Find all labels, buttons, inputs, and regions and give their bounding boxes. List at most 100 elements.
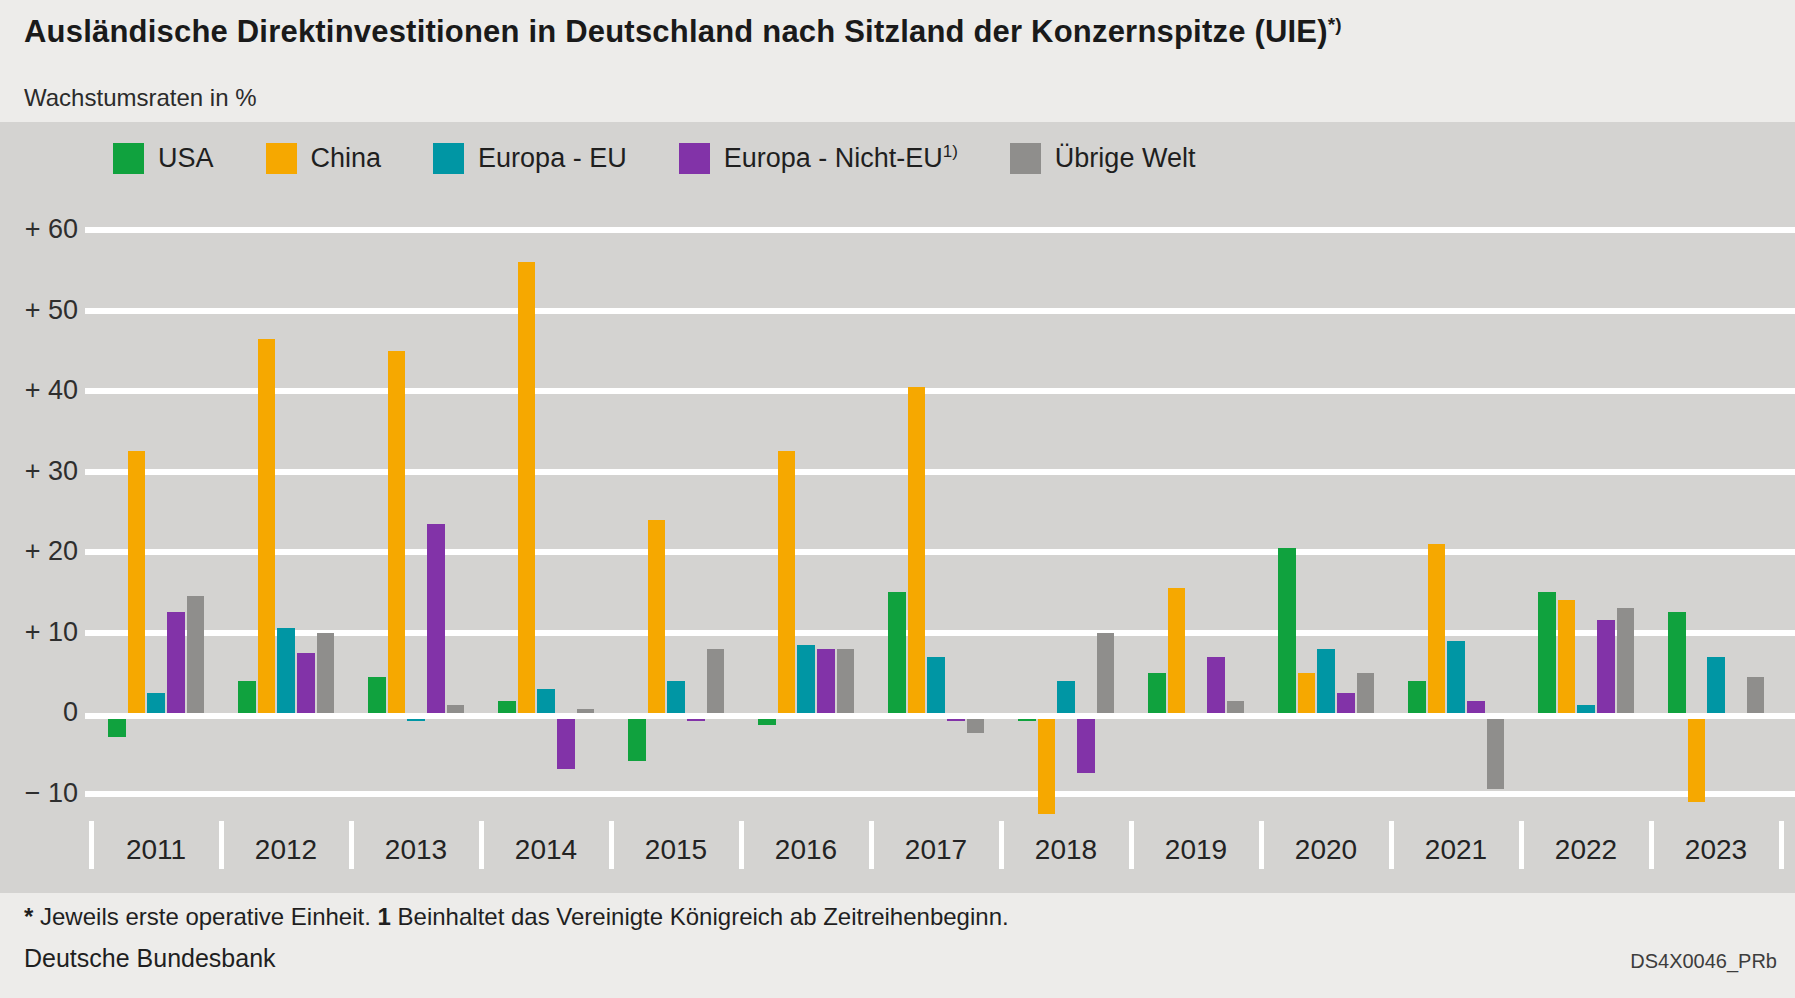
x-axis-label-2014: 2014 [481,834,611,866]
bar--brige-welt-2022 [1617,608,1635,713]
bar-europa-eu-2011 [147,693,165,713]
bar-usa-2019 [1148,673,1166,713]
x-axis-label-2022: 2022 [1521,834,1651,866]
bar-china-2011 [128,451,146,713]
bar-china-2018 [1038,713,1056,814]
y-axis-label-30: + 30 [0,456,78,487]
chart-id-code: DS4X0046_PRb [1630,950,1777,973]
bar-europa-nicht-eu-2019 [1207,657,1225,713]
bar-china-2012 [258,339,276,713]
x-axis-label-2023: 2023 [1651,834,1781,866]
gridline-20 [85,549,1795,555]
bar-europa-eu-2017 [927,657,945,713]
chart-subtitle-unit: Wachstumsraten in % [24,84,257,112]
legend-swatch [679,143,710,174]
legend-item--brige-welt: Übrige Welt [1010,143,1196,174]
legend-swatch [113,143,144,174]
y-axis-label-20: + 20 [0,536,78,567]
bar-europa-nicht-eu-2020 [1337,693,1355,713]
legend: USA China Europa - EU Europa - Nicht-EU1) Üb… [113,142,1195,174]
bar-europa-nicht-eu-2018 [1077,713,1095,773]
gridline-60 [85,227,1795,233]
legend-label: USA [158,143,214,174]
bar-china-2017 [908,387,926,713]
zero-axis-line [85,713,1795,719]
legend-label: Europa - EU [478,143,627,174]
x-axis-label-2011: 2011 [91,834,221,866]
x-axis-label-2013: 2013 [351,834,481,866]
bar-europa-eu-2012 [277,628,295,713]
bar-europa-nicht-eu-2013 [427,524,445,713]
bar--brige-welt-2013 [447,705,465,713]
y-axis-label-10: + 10 [0,617,78,648]
x-axis-label-2017: 2017 [871,834,1001,866]
legend-footnote-marker: 1) [943,142,958,161]
bar--brige-welt-2016 [837,649,855,713]
legend-swatch [266,143,297,174]
bar-europa-eu-2021 [1447,641,1465,713]
x-axis-label-2021: 2021 [1391,834,1521,866]
bar--brige-welt-2021 [1487,713,1505,789]
x-axis-label-2016: 2016 [741,834,871,866]
bar-china-2023 [1688,713,1706,802]
bar-europa-nicht-eu-2021 [1467,701,1485,713]
bar-europa-nicht-eu-2012 [297,653,315,713]
plot-area: USA China Europa - EU Europa - Nicht-EU1) Üb… [0,122,1795,893]
x-axis-label-2019: 2019 [1131,834,1261,866]
bar-europa-eu-2014 [537,689,555,713]
x-axis-label-2018: 2018 [1001,834,1131,866]
gridline-30 [85,469,1795,475]
bar-china-2016 [778,451,796,713]
gridline--10 [85,791,1795,797]
bar-usa-2015 [628,713,646,761]
legend-label: Europa - Nicht-EU1) [724,142,958,174]
chart-title: Ausländische Direktinvestitionen in Deut… [24,14,1764,50]
legend-item-china: China [266,143,382,174]
bar-china-2019 [1168,588,1186,713]
bar-china-2014 [518,262,536,713]
legend-item-europa-eu: Europa - EU [433,143,627,174]
bar-usa-2013 [368,677,386,713]
bar-usa-2017 [888,592,906,713]
bar-china-2020 [1298,673,1316,713]
footnote: * Jeweils erste operative Einheit. 1 Bei… [24,903,1009,931]
bar-europa-nicht-eu-2022 [1597,620,1615,713]
bar-china-2022 [1558,600,1576,713]
x-axis-label-2012: 2012 [221,834,351,866]
x-axis-label-2015: 2015 [611,834,741,866]
bar-europa-nicht-eu-2011 [167,612,185,713]
legend-item-usa: USA [113,143,214,174]
bar-europa-nicht-eu-2014 [557,713,575,769]
bar-europa-eu-2023 [1707,657,1725,713]
legend-label: Übrige Welt [1055,143,1196,174]
title-footnote-marker: *) [1328,14,1342,35]
y-axis-label-0: 0 [0,697,78,728]
y-axis-label-60: + 60 [0,214,78,245]
legend-label: China [311,143,382,174]
bar--brige-welt-2012 [317,633,335,714]
bar--brige-welt-2011 [187,596,205,713]
x-axis-label-2020: 2020 [1261,834,1391,866]
bar-usa-2012 [238,681,256,713]
bar-europa-eu-2018 [1057,681,1075,713]
legend-item-europa-nicht-eu: Europa - Nicht-EU1) [679,142,958,174]
bar-europa-eu-2022 [1577,705,1595,713]
legend-swatch [1010,143,1041,174]
y-axis-label-50: + 50 [0,295,78,326]
bar-europa-eu-2020 [1317,649,1335,713]
source-label: Deutsche Bundesbank [24,944,276,973]
gridline-40 [85,388,1795,394]
bar--brige-welt-2020 [1357,673,1375,713]
bar-usa-2021 [1408,681,1426,713]
bar-europa-eu-2016 [797,645,815,713]
bar-china-2013 [388,351,406,713]
bar--brige-welt-2023 [1747,677,1765,713]
bar-usa-2020 [1278,548,1296,713]
bar--brige-welt-2015 [707,649,725,713]
y-axis-label-40: + 40 [0,375,78,406]
bar--brige-welt-2018 [1097,633,1115,714]
y-axis-label--10: − 10 [0,778,78,809]
bar-usa-2022 [1538,592,1556,713]
gridline-50 [85,308,1795,314]
bar--brige-welt-2019 [1227,701,1245,713]
